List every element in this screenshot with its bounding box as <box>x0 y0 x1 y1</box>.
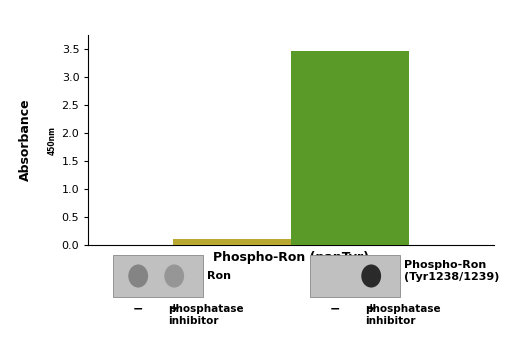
FancyBboxPatch shape <box>113 255 203 297</box>
Ellipse shape <box>164 265 184 288</box>
Text: +: + <box>169 302 179 315</box>
Text: phosphatase
inhibitor: phosphatase inhibitor <box>168 304 244 326</box>
Text: +: + <box>366 302 376 315</box>
Text: Ron: Ron <box>207 271 231 281</box>
Text: −: − <box>330 302 341 315</box>
Bar <box>291 51 409 245</box>
Text: phosphatase
inhibitor: phosphatase inhibitor <box>365 304 441 326</box>
Text: Phospho-Ron
(Tyr1238/1239): Phospho-Ron (Tyr1238/1239) <box>404 260 499 282</box>
Bar <box>173 239 291 245</box>
Text: Absorbance: Absorbance <box>19 99 32 181</box>
Ellipse shape <box>128 265 148 288</box>
FancyBboxPatch shape <box>310 255 400 297</box>
Text: −: − <box>133 302 144 315</box>
Ellipse shape <box>361 265 381 288</box>
Text: 450nm: 450nm <box>47 126 56 154</box>
